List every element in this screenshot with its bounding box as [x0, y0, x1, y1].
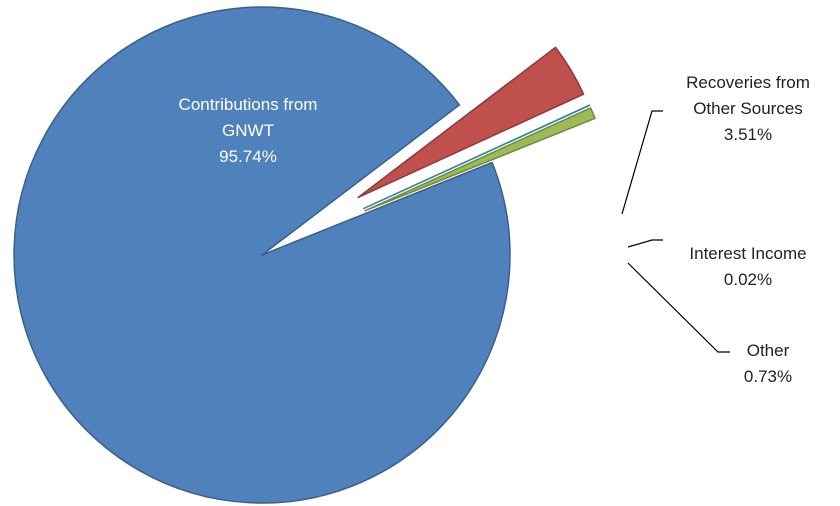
leader-line-interest-income	[627, 239, 663, 248]
leader-lines	[621, 110, 730, 353]
pie-slices	[13, 6, 596, 504]
slice-labels: Contributions from GNWT 95.74% Recoveries f…	[179, 73, 810, 386]
slice-other	[364, 107, 596, 212]
leader-line-other	[627, 262, 730, 353]
slice-recoveries-other-sources	[357, 46, 585, 199]
data-label-other: Other 0.73%	[744, 341, 792, 386]
data-label-interest-income: Interest Income 0.02%	[689, 244, 806, 289]
slice-interest-income	[363, 104, 591, 210]
leader-line-recoveries-other-sources	[621, 110, 663, 215]
data-label-recoveries-other-sources: Recoveries from Other Sources 3.51%	[686, 73, 810, 144]
slice-contributions-gnwt	[13, 6, 511, 504]
data-label-contributions-gnwt: Contributions from GNWT 95.74%	[179, 95, 318, 166]
